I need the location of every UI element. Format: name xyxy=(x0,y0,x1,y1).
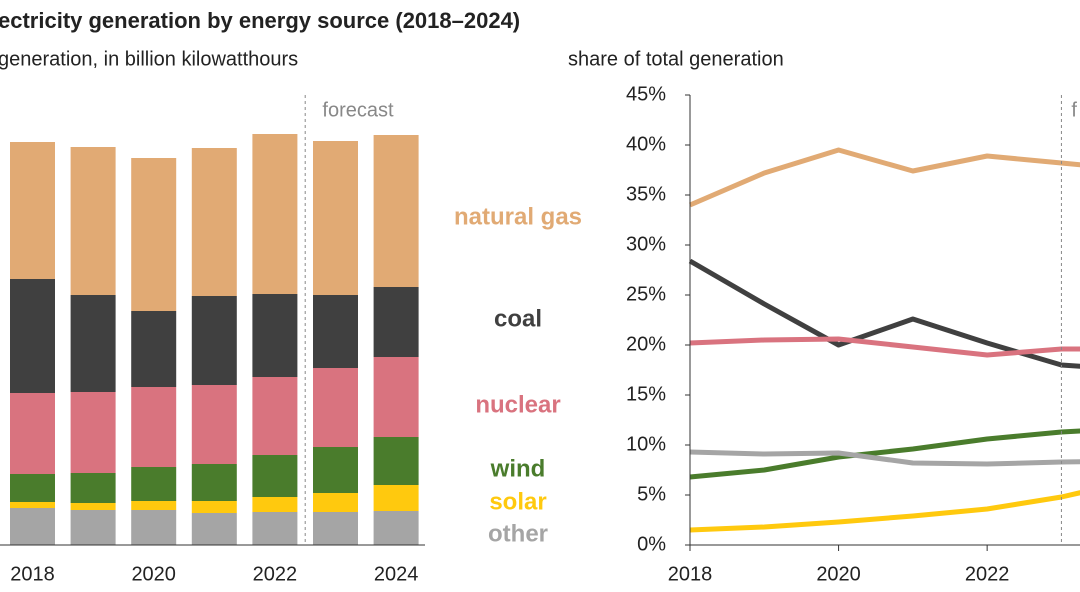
bar-segment xyxy=(10,393,55,474)
forecast-label: f xyxy=(1071,99,1077,121)
bar-segment xyxy=(252,134,298,294)
bar-segment xyxy=(131,158,177,311)
bar-segment xyxy=(10,279,55,393)
bar-segment xyxy=(373,485,419,511)
bar-segment xyxy=(373,511,419,545)
y-tick-label: 20% xyxy=(626,333,666,355)
legend-label: coal xyxy=(494,305,542,332)
bar-segment xyxy=(252,455,298,497)
y-tick-label: 0% xyxy=(637,533,666,555)
bar-segment xyxy=(191,501,237,513)
legend-label: solar xyxy=(489,488,546,515)
x-tick-label: 2018 xyxy=(10,563,55,585)
bar-segment xyxy=(313,141,358,295)
x-tick-label: 2022 xyxy=(253,563,298,585)
bar-segment xyxy=(131,311,177,387)
y-tick-label: 40% xyxy=(626,133,666,155)
bar-segment xyxy=(252,377,298,455)
series-line xyxy=(689,490,1080,533)
bar-segment xyxy=(191,296,237,385)
legend-label: natural gas xyxy=(454,203,582,230)
bar-segment xyxy=(10,474,55,502)
forecast-label: forecast xyxy=(322,99,394,121)
x-tick-label: 2024 xyxy=(374,563,419,585)
bar-segment xyxy=(131,467,177,501)
right-subtitle: share of total generation xyxy=(568,48,784,70)
legend-label: other xyxy=(488,520,548,547)
chart-title: ectricity generation by energy source (2… xyxy=(0,8,520,33)
y-tick-label: 15% xyxy=(626,383,666,405)
x-tick-label: 2018 xyxy=(668,563,713,585)
x-tick-label: 2020 xyxy=(131,563,176,585)
bar-segment xyxy=(313,368,358,447)
bar-segment xyxy=(131,501,177,510)
bar-segment xyxy=(373,437,419,485)
y-tick-label: 25% xyxy=(626,283,666,305)
y-tick-label: 10% xyxy=(626,433,666,455)
left-subtitle: generation, in billion kilowatthours xyxy=(0,48,298,70)
bar-segment xyxy=(252,497,298,512)
bar-segment xyxy=(10,142,55,279)
bar-segment xyxy=(313,447,358,493)
y-tick-label: 35% xyxy=(626,183,666,205)
bar-segment xyxy=(191,513,237,545)
bar-segment xyxy=(70,392,116,473)
legend-label: wind xyxy=(490,455,546,482)
bar-segment xyxy=(70,503,116,510)
bar-segment xyxy=(252,294,298,377)
bar-segment xyxy=(252,512,298,545)
bar-segment xyxy=(191,385,237,464)
bar-segment xyxy=(10,502,55,508)
bar-segment xyxy=(191,464,237,501)
x-tick-label: 2022 xyxy=(965,563,1010,585)
bar-segment xyxy=(131,387,177,467)
bar-segment xyxy=(313,512,358,545)
y-tick-label: 30% xyxy=(626,233,666,255)
bar-segment xyxy=(131,510,177,545)
bar-segment xyxy=(373,287,419,357)
bar-segment xyxy=(191,148,237,296)
series-line xyxy=(689,336,1080,358)
bar-segment xyxy=(70,147,116,295)
bar-segment xyxy=(10,508,55,545)
right-plot xyxy=(688,147,1080,533)
y-tick-label: 5% xyxy=(637,483,666,505)
y-tick-label: 45% xyxy=(626,83,666,105)
bar-segment xyxy=(373,135,419,287)
bar-segment xyxy=(70,473,116,503)
x-tick-label: 2020 xyxy=(816,563,861,585)
bar-segment xyxy=(313,493,358,512)
bar-segment xyxy=(70,295,116,392)
bar-segment xyxy=(313,295,358,368)
legend-label: nuclear xyxy=(475,391,560,418)
series-line xyxy=(689,147,1080,208)
bar-segment xyxy=(70,510,116,545)
bar-segment xyxy=(373,357,419,437)
